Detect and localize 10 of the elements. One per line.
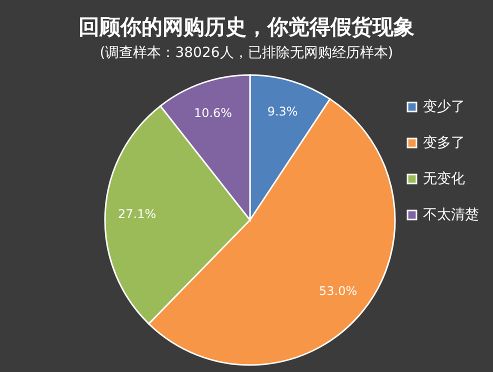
legend-label: 无变化 bbox=[423, 171, 465, 187]
data-label: 53.0% bbox=[318, 284, 358, 298]
data-label: 27.1% bbox=[118, 206, 156, 221]
data-label: 10.6% bbox=[194, 106, 232, 120]
legend-label: 变多了 bbox=[423, 135, 465, 151]
chart-subtitle: (调查样本：38026人，已排除无网购经历样本) bbox=[100, 45, 394, 61]
legend-label: 不太清楚 bbox=[423, 207, 479, 223]
data-label: 9.3% bbox=[267, 104, 298, 119]
chart-title: 回顾你的网购历史，你觉得假货现象 bbox=[78, 15, 414, 39]
legend-label: 变少了 bbox=[423, 99, 465, 115]
